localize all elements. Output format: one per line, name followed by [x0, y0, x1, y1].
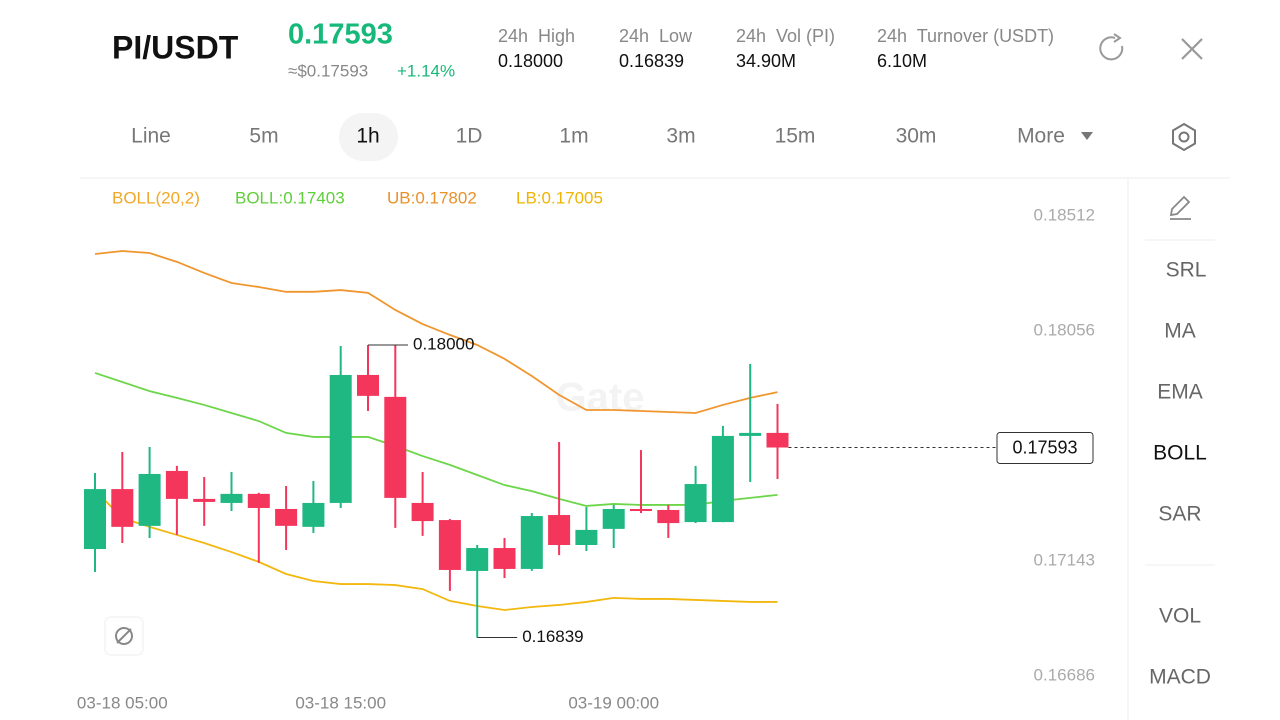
candle-body	[329, 374, 352, 503]
indicator-legend: LB:0.17005	[516, 188, 603, 207]
interval-highlight	[339, 113, 398, 161]
usd-price: ≈$0.17593	[288, 61, 368, 80]
bollinger-line	[94, 489, 778, 611]
candle-body	[493, 548, 516, 569]
last-price-box	[996, 432, 1094, 465]
stat-label: 24h Vol (PI)	[736, 26, 835, 46]
indicator-option[interactable]: VOL	[1159, 605, 1201, 628]
candle-body	[111, 489, 134, 527]
stat-value: 34.90M	[736, 51, 796, 71]
stat-label: 24h Turnover (USDT)	[877, 26, 1054, 46]
y-tick-label: 0.16686	[1034, 665, 1095, 684]
candle-body	[548, 515, 571, 546]
candle-body	[630, 508, 652, 511]
candle-body	[711, 435, 734, 523]
pair: PI/USDT	[112, 29, 239, 65]
dynamic: 24h High 0.18000 24h Low 0.16839 24h Vol (PI…	[77, 26, 1211, 713]
indicator-legend: BOLL(20,2)	[112, 188, 200, 207]
candle-body	[575, 529, 598, 546]
bollinger-line	[94, 250, 778, 414]
settings-icon[interactable]	[1172, 122, 1196, 152]
refresh-icon[interactable]	[1099, 33, 1124, 61]
y-tick-label: 0.17143	[1034, 550, 1095, 569]
stat-label: 24h High	[498, 26, 575, 46]
indicator-option[interactable]: MACD	[1149, 666, 1211, 689]
candle-body	[138, 473, 161, 526]
dropdown-arrow[interactable]	[1081, 132, 1093, 140]
candle-body	[384, 396, 407, 498]
indicator-option[interactable]: MA	[1164, 320, 1196, 343]
indicator-legend: BOLL:0.17403	[235, 188, 345, 207]
indicator-legend: UB:0.17802	[387, 188, 477, 207]
candle-body	[193, 498, 216, 502]
interval-tab[interactable]: 1h	[356, 125, 379, 148]
candle-body	[602, 508, 625, 529]
candle-body	[411, 502, 434, 522]
candle-body	[520, 516, 543, 569]
candle-body	[438, 520, 461, 570]
y-tick-label: 0.18056	[1034, 320, 1095, 339]
interval-tab[interactable]: 5m	[249, 125, 278, 148]
interval-tab[interactable]: 30m	[896, 125, 937, 148]
candle-body	[657, 509, 680, 524]
candle-body	[247, 493, 270, 508]
indicator-option[interactable]: EMA	[1157, 381, 1203, 404]
candle-body	[357, 374, 379, 396]
watermark: Gate	[556, 376, 645, 420]
stat-value: 0.18000	[498, 51, 563, 71]
change: +1.14%	[397, 61, 455, 80]
stat-value: 0.16839	[619, 51, 684, 71]
stat-value: 6.10M	[877, 51, 927, 71]
indicator-option[interactable]: SAR	[1158, 503, 1201, 526]
interval-tab[interactable]: 1D	[456, 125, 483, 148]
candle-body	[739, 432, 762, 436]
close-icon[interactable]	[1181, 38, 1203, 60]
bollinger-line	[94, 372, 778, 507]
interval-tab[interactable]: 15m	[775, 125, 816, 148]
high-label: 0.18000	[413, 334, 474, 353]
y-tick-label: 0.18512	[1034, 205, 1095, 224]
chart-mode-button[interactable]	[104, 616, 144, 656]
interval-tab[interactable]: 1m	[559, 125, 588, 148]
candle-body	[302, 502, 325, 527]
interval-tab[interactable]: Line	[131, 125, 171, 148]
low-label: 0.16839	[522, 627, 583, 646]
candle-body	[84, 489, 106, 550]
indicator-option[interactable]: BOLL	[1153, 442, 1207, 465]
candle-body	[466, 548, 489, 571]
candle-body	[766, 432, 789, 448]
candle-body	[165, 470, 188, 499]
draw-tool-icon[interactable]	[1169, 195, 1191, 220]
candle-body	[220, 493, 243, 503]
candle-body	[275, 508, 298, 526]
stat-label: 24h Low	[619, 26, 693, 46]
x-tick-label: 03-18 05:00	[77, 693, 168, 712]
price: 0.17593	[288, 19, 393, 51]
x-tick-label: 03-19 00:00	[568, 693, 659, 712]
indicator-option[interactable]: SRL	[1166, 259, 1207, 282]
interval-tab[interactable]: 3m	[666, 125, 695, 148]
last-price-label: 0.17593	[1012, 437, 1077, 457]
candle-body	[684, 484, 707, 523]
interval-tab[interactable]: More	[1017, 125, 1065, 148]
x-tick-label: 03-18 15:00	[295, 693, 386, 712]
